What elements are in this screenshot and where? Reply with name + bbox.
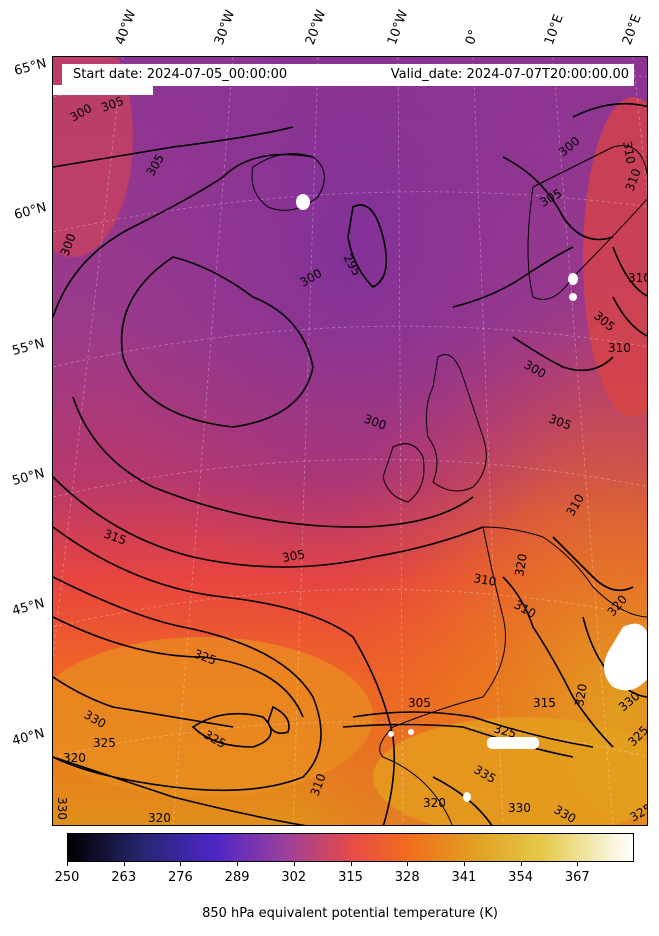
- contour-label: 320: [572, 683, 590, 708]
- contour-label: 310: [620, 140, 638, 165]
- lat-label-65n: 65°N: [12, 56, 49, 79]
- colorbar-label: 850 hPa equivalent potential temperature…: [202, 906, 498, 921]
- lat-label-50n: 50°N: [10, 466, 47, 489]
- ireland-coast: [382, 443, 425, 503]
- colorbar-tick-mark: [407, 862, 409, 866]
- colorbar-tick-label: 276: [167, 870, 193, 885]
- lon-label-30w: 30°W: [211, 8, 239, 47]
- iceland-coast: [251, 153, 325, 211]
- contour-label: 320: [512, 553, 530, 578]
- lat-label-55n: 55°N: [10, 336, 47, 359]
- colorbar-tick-mark: [463, 862, 465, 866]
- contour-label: 325: [93, 736, 116, 750]
- lon-label-20w: 20°W: [302, 8, 330, 47]
- lon-label-10w: 10°W: [384, 8, 412, 47]
- lon-label-20e: 20°E: [619, 12, 645, 48]
- contour-label: 320: [148, 811, 171, 825]
- colorbar-tick-label: 250: [54, 870, 80, 885]
- red-band-north: [53, 57, 133, 257]
- colorbar-tick-label: 328: [394, 870, 420, 885]
- graticule: [53, 57, 647, 825]
- colorbar: [67, 833, 634, 862]
- colorbar-tick-label: 315: [338, 870, 363, 885]
- red-band-east: [583, 97, 647, 417]
- colorbar-tick-mark: [577, 862, 579, 866]
- valid-date-label: Valid_date: 2024-07-07T20:00:00.00: [390, 67, 629, 82]
- start-date-label: Start date: 2024-07-05_00:00:00: [73, 67, 288, 82]
- lat-label-60n: 60°N: [12, 200, 49, 223]
- contour-lines: [53, 102, 647, 825]
- lon-label-10e: 10°E: [541, 12, 567, 48]
- colorbar-tick-label: 341: [451, 870, 477, 885]
- colorbar-tick-label: 289: [224, 870, 250, 885]
- contour-label: 305: [281, 547, 306, 565]
- britain-coast: [425, 354, 487, 492]
- europe-coast: [379, 526, 647, 825]
- colorbar-tick-mark: [293, 862, 295, 866]
- colorbar-tick-label: 302: [281, 870, 307, 885]
- colorbar-tick-label: 367: [564, 870, 590, 885]
- contour-label: 320: [63, 751, 86, 765]
- contour-label: 310: [628, 271, 648, 285]
- colorbar-tick-mark: [237, 862, 239, 866]
- contour-label: 320: [423, 796, 446, 810]
- colorbar-tick-mark: [180, 862, 182, 866]
- lat-label-45n: 45°N: [10, 596, 47, 619]
- contour-label: 330: [508, 801, 531, 815]
- colorbar-tick-mark: [67, 862, 68, 866]
- contour-label: 310: [472, 571, 497, 589]
- colorbar-tick-label: 354: [508, 870, 534, 885]
- colorbar-tick-mark: [350, 862, 352, 866]
- contour-label: 305: [408, 696, 431, 710]
- header-box: Start date: 2024-07-05_00:00:00 Valid_da…: [62, 64, 634, 86]
- map-canvas: 3053003053002953003053103003003053103103…: [53, 57, 648, 825]
- colorbar-tick-label: 263: [111, 870, 137, 885]
- lat-label-40n: 40°N: [10, 726, 47, 749]
- colorbar-tick-mark: [520, 862, 522, 866]
- lon-label-0: 0°: [462, 27, 483, 47]
- contour-label: 310: [608, 341, 631, 355]
- contour-label: 315: [533, 696, 556, 710]
- map-panel: 305 300 305 300 295 300 305 310 300 300 305 310 310 3…: [52, 56, 648, 826]
- masked-areas: [53, 85, 647, 802]
- norway-coast: [527, 145, 647, 300]
- contour-label: 325: [492, 721, 518, 740]
- contour-label: 330: [55, 797, 69, 820]
- colorbar-tick-mark: [123, 862, 125, 866]
- coastlines: [251, 145, 647, 825]
- lon-label-40w: 40°W: [112, 8, 140, 47]
